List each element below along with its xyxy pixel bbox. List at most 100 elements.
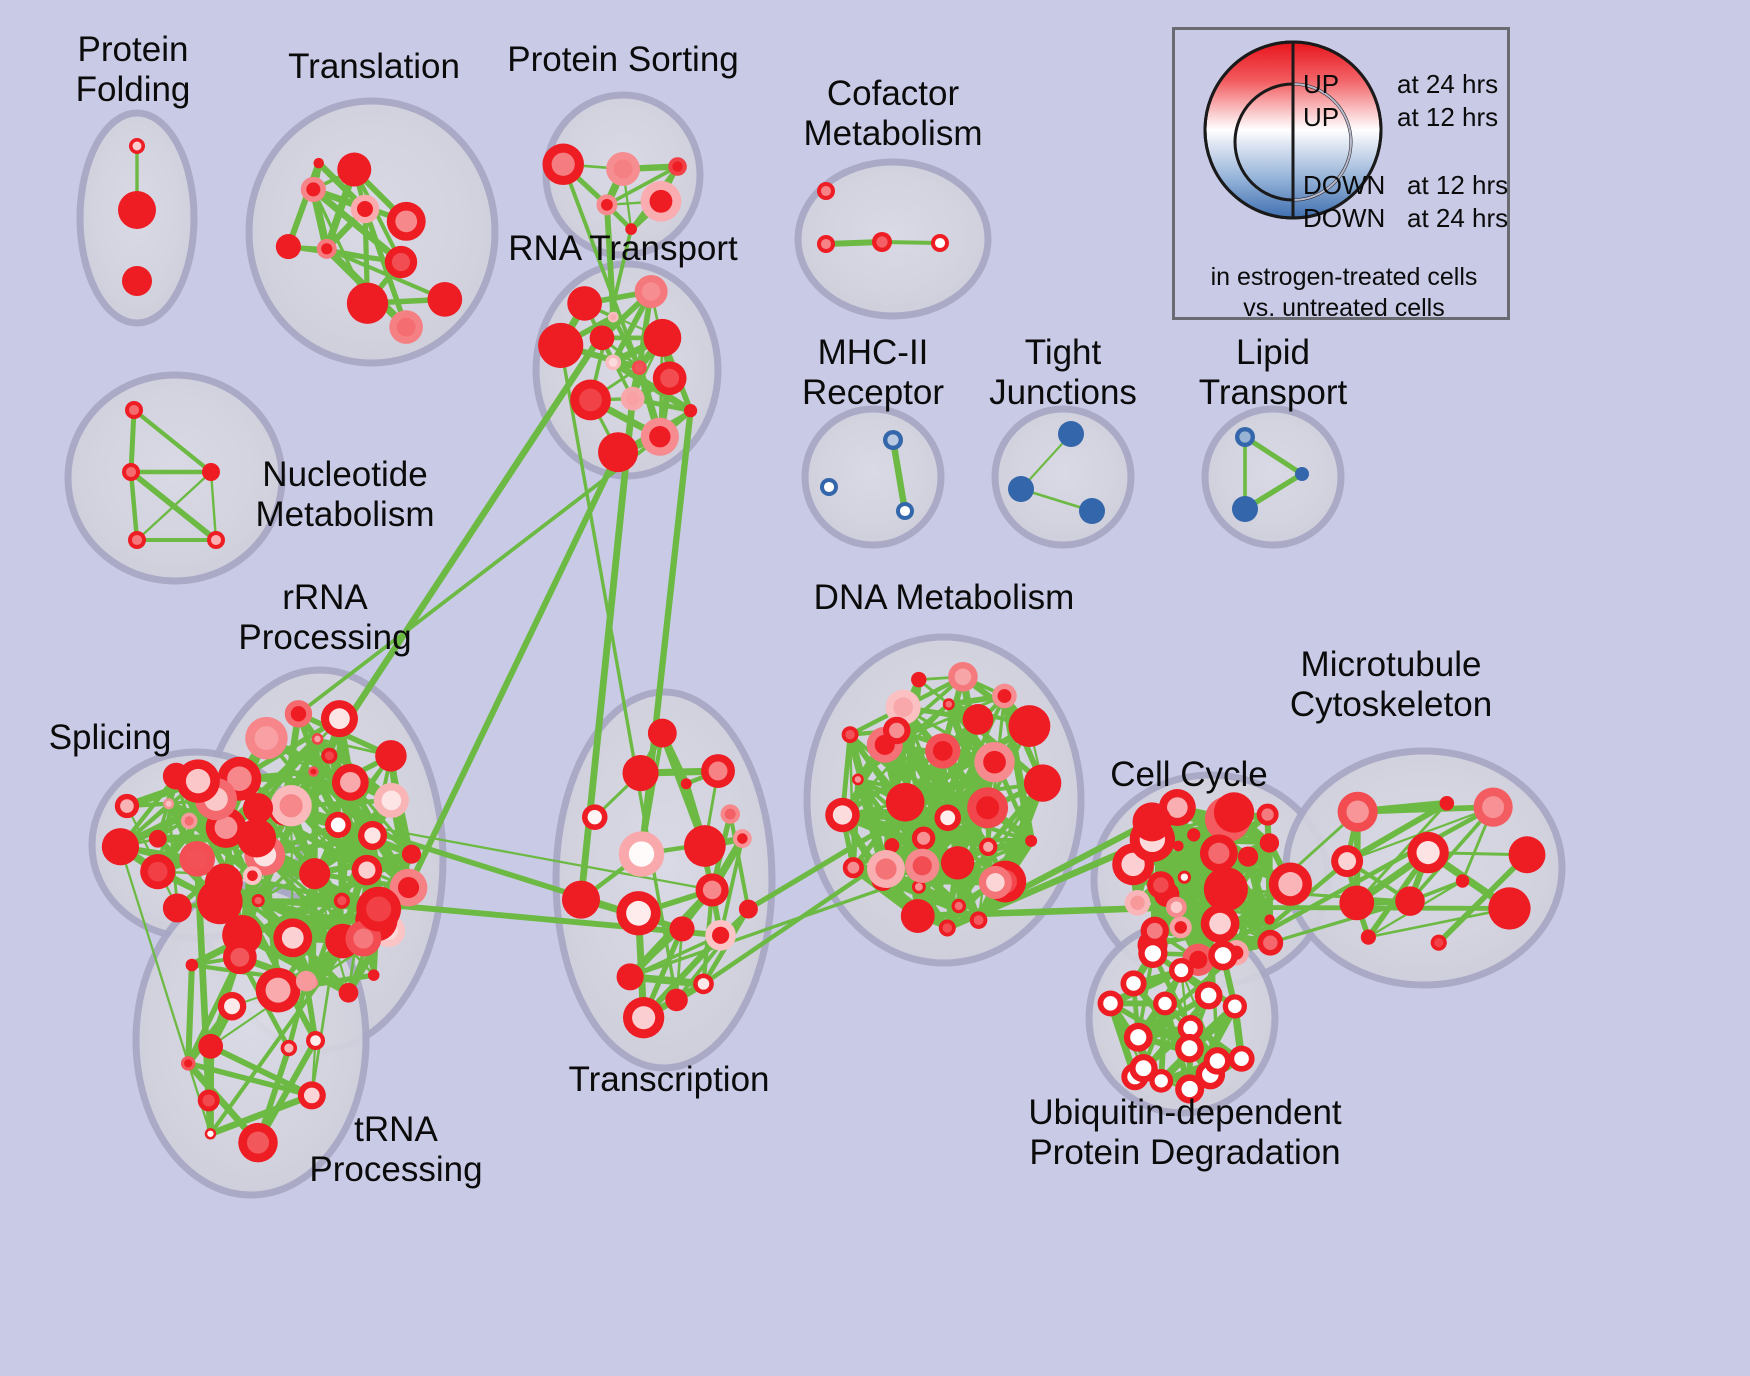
network-node[interactable]: [118, 191, 156, 229]
network-node[interactable]: [992, 683, 1017, 709]
network-node[interactable]: [616, 891, 661, 936]
network-node[interactable]: [333, 892, 350, 909]
network-node[interactable]: [570, 379, 611, 421]
network-node[interactable]: [255, 967, 301, 1013]
network-node[interactable]: [1123, 1022, 1153, 1052]
network-node[interactable]: [1147, 871, 1175, 899]
network-node[interactable]: [180, 1056, 196, 1071]
network-node[interactable]: [969, 911, 988, 929]
network-node[interactable]: [605, 354, 622, 371]
network-node[interactable]: [401, 844, 422, 864]
network-node[interactable]: [622, 997, 665, 1039]
network-node[interactable]: [337, 152, 372, 187]
network-node[interactable]: [732, 829, 752, 848]
network-node[interactable]: [273, 918, 313, 958]
network-node[interactable]: [163, 798, 175, 810]
network-node[interactable]: [1264, 914, 1275, 925]
network-node[interactable]: [817, 235, 835, 253]
network-node[interactable]: [896, 502, 914, 520]
network-node[interactable]: [217, 991, 247, 1021]
network-node[interactable]: [962, 704, 994, 735]
network-node[interactable]: [680, 778, 692, 790]
network-node[interactable]: [185, 958, 199, 972]
network-node[interactable]: [567, 286, 602, 321]
network-node[interactable]: [300, 176, 326, 203]
network-node[interactable]: [386, 201, 426, 241]
network-node[interactable]: [316, 238, 337, 259]
network-node[interactable]: [625, 223, 637, 235]
network-node[interactable]: [598, 432, 639, 473]
network-node[interactable]: [1455, 874, 1470, 888]
network-node[interactable]: [884, 838, 900, 853]
network-node[interactable]: [974, 741, 1015, 783]
network-node[interactable]: [852, 773, 864, 786]
network-node[interactable]: [1259, 833, 1280, 853]
network-node[interactable]: [122, 463, 140, 481]
network-node[interactable]: [346, 282, 389, 324]
network-node[interactable]: [948, 661, 978, 692]
network-node[interactable]: [1339, 885, 1375, 921]
network-node[interactable]: [198, 1033, 224, 1059]
network-node[interactable]: [148, 829, 167, 848]
network-node[interactable]: [668, 157, 687, 176]
network-node[interactable]: [179, 840, 216, 877]
network-node[interactable]: [311, 733, 324, 745]
network-node[interactable]: [1165, 896, 1187, 918]
network-node[interactable]: [128, 531, 146, 549]
network-node[interactable]: [1203, 1047, 1232, 1075]
network-node[interactable]: [589, 325, 615, 351]
network-node[interactable]: [938, 919, 956, 937]
network-node[interactable]: [1360, 929, 1377, 945]
network-node[interactable]: [1097, 990, 1124, 1017]
network-node[interactable]: [325, 811, 352, 838]
network-node[interactable]: [202, 463, 220, 481]
network-node[interactable]: [1256, 803, 1279, 826]
network-node[interactable]: [176, 759, 220, 803]
network-node[interactable]: [331, 763, 369, 801]
network-node[interactable]: [1508, 836, 1546, 874]
network-node[interactable]: [900, 899, 935, 933]
network-node[interactable]: [1268, 862, 1312, 906]
network-node[interactable]: [1199, 834, 1238, 873]
network-node[interactable]: [885, 689, 921, 725]
network-node[interactable]: [238, 1122, 278, 1163]
network-node[interactable]: [389, 868, 428, 907]
network-node[interactable]: [683, 404, 698, 418]
network-node[interactable]: [1187, 828, 1201, 842]
network-node[interactable]: [931, 234, 949, 252]
network-node[interactable]: [1395, 886, 1425, 916]
network-node[interactable]: [695, 873, 729, 907]
network-node[interactable]: [197, 878, 243, 925]
network-node[interactable]: [607, 311, 619, 323]
network-node[interactable]: [820, 478, 838, 496]
network-node[interactable]: [321, 747, 338, 764]
network-node[interactable]: [1175, 1074, 1205, 1104]
network-node[interactable]: [872, 232, 892, 252]
network-node[interactable]: [940, 846, 975, 880]
network-node[interactable]: [669, 916, 695, 942]
network-node[interactable]: [925, 733, 961, 769]
network-node[interactable]: [652, 361, 687, 396]
network-node[interactable]: [631, 360, 647, 375]
network-node[interactable]: [1153, 991, 1177, 1016]
network-node[interactable]: [356, 886, 402, 932]
network-node[interactable]: [825, 797, 860, 833]
network-node[interactable]: [1169, 916, 1192, 939]
network-node[interactable]: [1177, 1015, 1204, 1041]
network-node[interactable]: [350, 194, 380, 224]
network-node[interactable]: [242, 793, 274, 824]
network-node[interactable]: [683, 825, 726, 867]
network-node[interactable]: [1295, 467, 1309, 481]
network-node[interactable]: [1008, 476, 1034, 502]
network-node[interactable]: [1200, 904, 1240, 943]
network-node[interactable]: [640, 180, 682, 222]
network-node[interactable]: [1488, 887, 1531, 930]
network-node[interactable]: [616, 963, 644, 991]
network-node[interactable]: [245, 716, 288, 760]
network-node[interactable]: [1257, 929, 1284, 956]
network-node[interactable]: [634, 275, 668, 309]
network-node[interactable]: [1331, 845, 1364, 878]
network-node[interactable]: [222, 940, 257, 975]
network-node[interactable]: [1208, 940, 1238, 971]
network-node[interactable]: [308, 766, 319, 777]
